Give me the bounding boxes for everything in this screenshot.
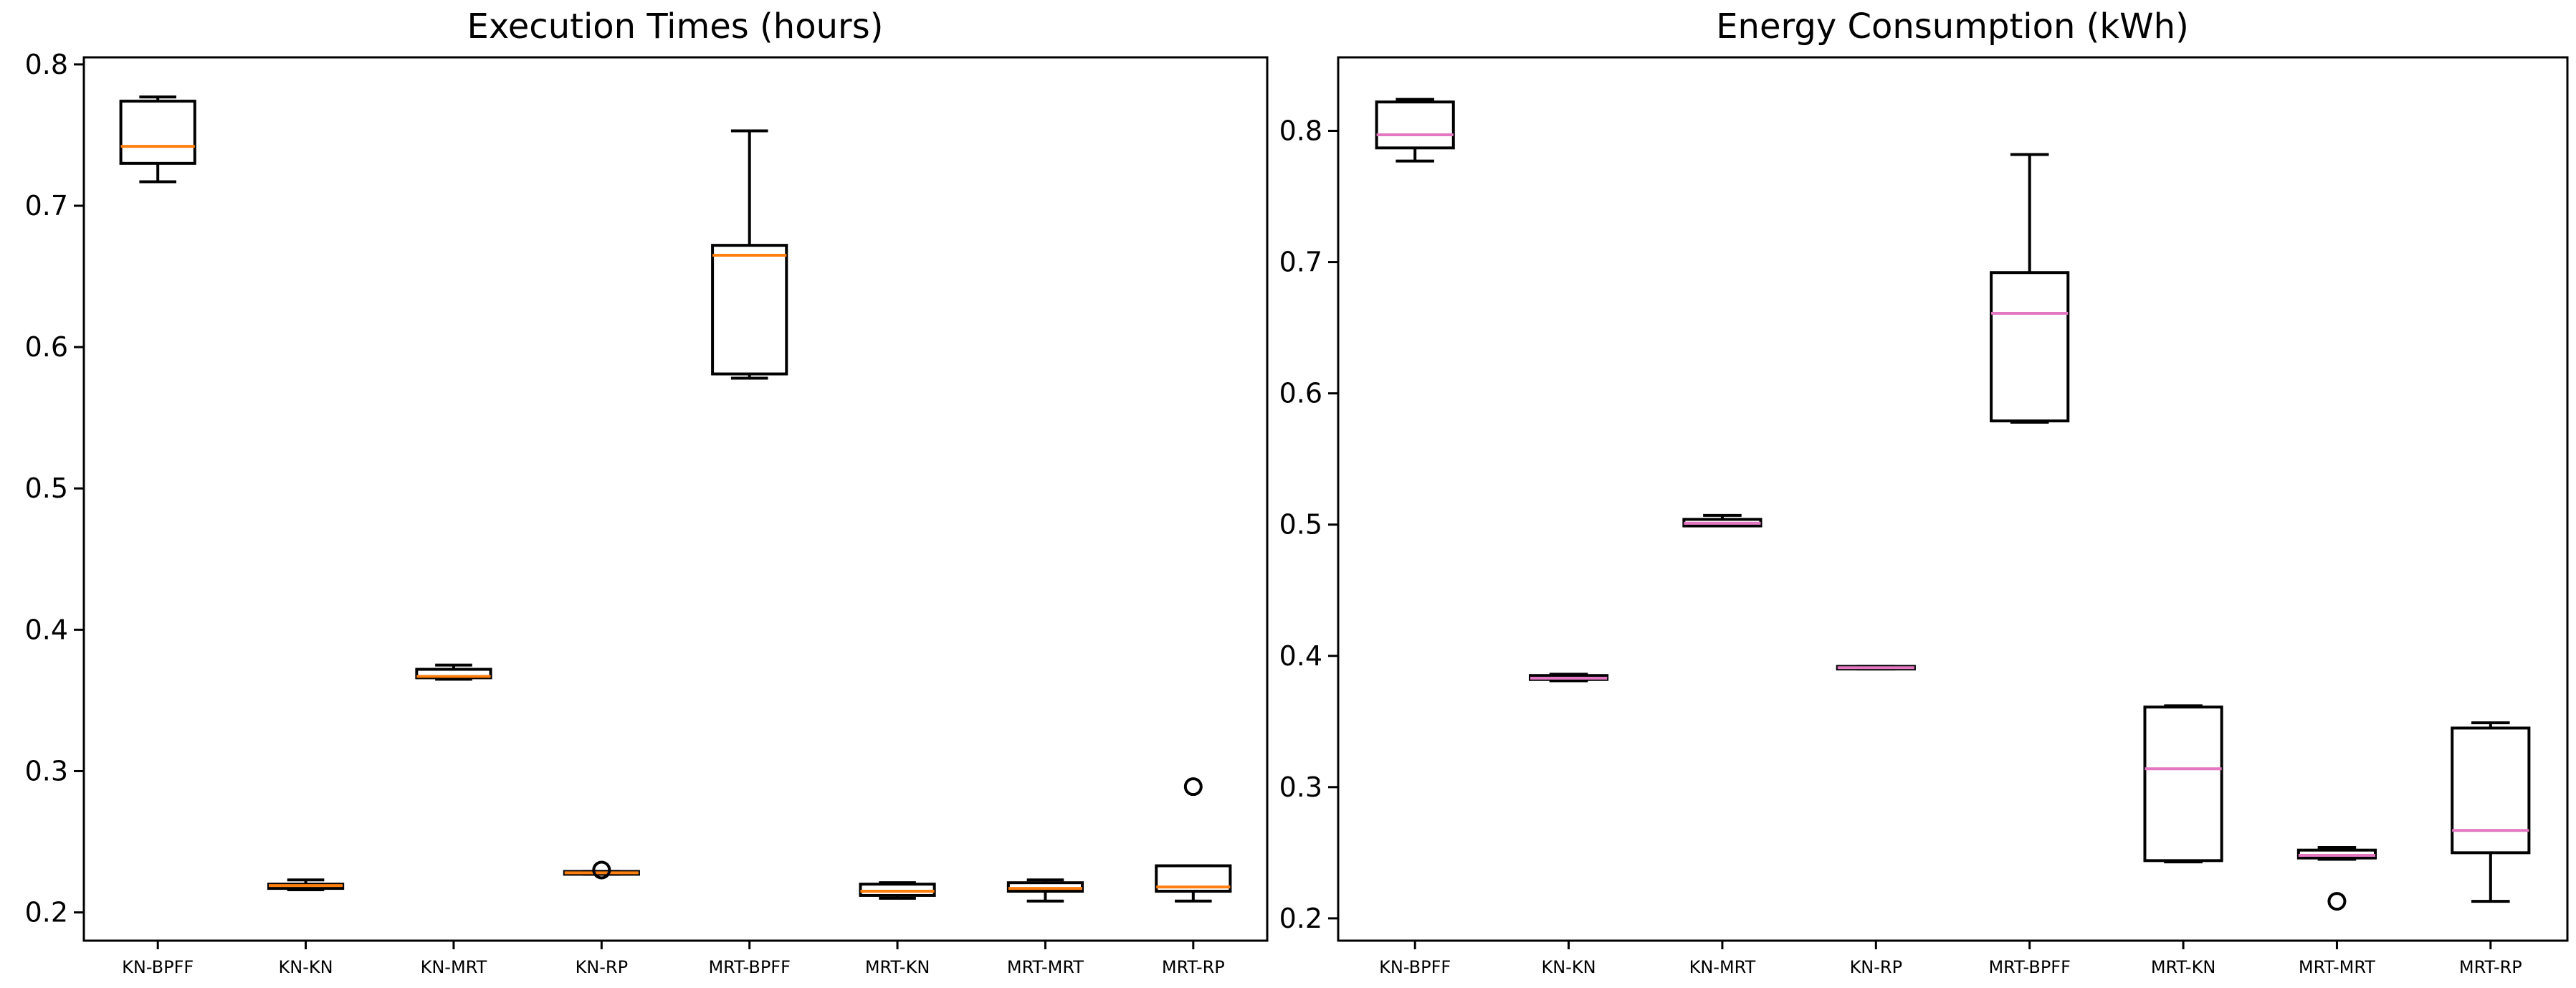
- y-tick-label: 0.4: [1279, 640, 1322, 672]
- x-tick-label: KN-MRT: [1689, 957, 1756, 977]
- chart-title: Energy Consumption (kWh): [1716, 6, 2189, 47]
- plot-frame: [82, 56, 1269, 942]
- x-tick-label: MRT-KN: [865, 957, 930, 977]
- chart-title: Execution Times (hours): [467, 6, 884, 47]
- y-tick-label: 0.7: [25, 190, 68, 222]
- y-tick-label: 0.8: [25, 49, 68, 80]
- y-tick-label: 0.8: [1279, 115, 1322, 147]
- y-tick-label: 0.5: [25, 472, 68, 504]
- box-KN-BPFF: [1375, 100, 1455, 150]
- y-tick-label: 0.2: [25, 897, 68, 928]
- x-tick-label: KN-BPFF: [122, 957, 194, 977]
- y-tick-label: 0.6: [25, 331, 68, 363]
- x-tick-label: KN-RP: [576, 957, 629, 977]
- y-tick-label: 0.3: [25, 755, 68, 787]
- outlier-point: [592, 860, 611, 880]
- y-tick-label: 0.5: [1279, 509, 1322, 541]
- x-tick-label: MRT-RP: [1162, 957, 1225, 977]
- energy-consumption-panel: Energy Consumption (kWh) 0.2 0.3 0.4 0.5 0.6…: [1279, 6, 2569, 977]
- x-tick-label: KN-KN: [279, 957, 333, 977]
- box-MRT-BPFF: [711, 244, 788, 376]
- x-tick-label: KN-BPFF: [1379, 957, 1451, 977]
- box-MRT-RP: [1155, 864, 1232, 893]
- x-tick-label: MRT-RP: [2459, 957, 2522, 977]
- box-MRT-RP: [2451, 726, 2531, 855]
- y-tick-label: 0.4: [25, 614, 68, 645]
- y-tick-label: 0.7: [1279, 247, 1322, 278]
- outlier-point: [1183, 777, 1203, 797]
- box-MRT-KN: [2143, 706, 2223, 863]
- box-MRT-BPFF: [1990, 271, 2070, 423]
- y-tick-label: 0.3: [1279, 771, 1322, 803]
- box-KN-BPFF: [119, 100, 196, 165]
- plot-frame: [1337, 56, 2569, 942]
- y-tick-label: 0.6: [1279, 378, 1322, 409]
- x-tick-label: KN-RP: [1850, 957, 1903, 977]
- x-tick-label: MRT-BPFF: [708, 957, 790, 977]
- execution-times-panel: Execution Times (hours) 0.2 0.3 0.4 0.5 0.6 0…: [25, 6, 1269, 977]
- x-tick-label: MRT-MRT: [1007, 957, 1084, 977]
- y-tick-label: 0.2: [1279, 903, 1322, 934]
- x-tick-label: KN-MRT: [421, 957, 487, 977]
- outlier-point: [2327, 892, 2347, 911]
- x-tick-label: MRT-KN: [2151, 957, 2215, 977]
- x-tick-label: KN-KN: [1542, 957, 1596, 977]
- x-tick-label: MRT-MRT: [2299, 957, 2375, 977]
- x-tick-label: MRT-BPFF: [1988, 957, 2070, 977]
